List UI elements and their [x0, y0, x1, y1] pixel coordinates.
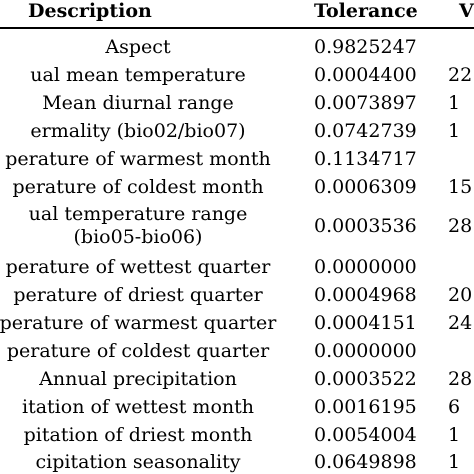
row-3-value: 1 [448, 120, 461, 142]
row-3-tolerance: 0.0742739 [314, 120, 417, 142]
row-13-description: pitation of driest month [23, 424, 253, 446]
row-8-tolerance: 0.0004968 [314, 284, 417, 306]
row-10-tolerance: 0.0000000 [314, 340, 417, 362]
row-14-description: cipitation seasonality [35, 451, 241, 473]
row-12-tolerance: 0.0016195 [314, 396, 417, 418]
row-6-tolerance: 0.0003536 [314, 215, 417, 237]
row-12-value: 6 [448, 396, 461, 418]
row-2-value: 1 [448, 92, 461, 114]
row-11-description: Annual precipitation [39, 368, 237, 390]
row-3-description: ermality (bio02/bio07) [30, 120, 246, 142]
row-0-description: Aspect [105, 36, 171, 58]
row-6-description: ual temperature range [28, 203, 248, 225]
row-14-tolerance: 0.0649898 [314, 451, 417, 473]
row-5-tolerance: 0.0006309 [314, 176, 417, 198]
row-1-description: ual mean temperature [30, 64, 246, 86]
row-5-value: 15 [448, 176, 473, 198]
row-13-tolerance: 0.0054004 [314, 424, 417, 446]
header-tolerance: Tolerance [314, 0, 418, 22]
row-2-description: Mean diurnal range [42, 92, 234, 114]
row-13-value: 1 [448, 424, 461, 446]
row-9-value: 24 [448, 312, 473, 334]
row-7-tolerance: 0.0000000 [314, 256, 417, 278]
row-12-description: itation of wettest month [22, 396, 254, 418]
row-6-value: 28 [448, 215, 473, 237]
row-14-value: 1 [448, 451, 461, 473]
header-description: Description [28, 0, 152, 22]
row-10-description: perature of coldest quarter [6, 340, 270, 362]
row-0-tolerance: 0.9825247 [314, 36, 417, 58]
header-value: V [459, 0, 474, 22]
row-1-value: 22 [448, 64, 473, 86]
row-2-tolerance: 0.0073897 [314, 92, 417, 114]
row-4-tolerance: 0.1134717 [314, 148, 417, 170]
row-6-description-line2: (bio05-bio06) [73, 226, 203, 248]
row-9-description: perature of warmest quarter [0, 312, 277, 334]
row-11-value: 28 [448, 368, 473, 390]
row-8-value: 20 [448, 284, 473, 306]
row-8-description: perature of driest quarter [13, 284, 263, 306]
row-7-description: perature of wettest quarter [5, 256, 271, 278]
row-9-tolerance: 0.0004151 [314, 312, 417, 334]
header-rule [0, 27, 474, 29]
row-11-tolerance: 0.0003522 [314, 368, 417, 390]
row-1-tolerance: 0.0004400 [314, 64, 417, 86]
row-5-description: perature of coldest month [12, 176, 264, 198]
row-4-description: perature of warmest month [5, 148, 271, 170]
